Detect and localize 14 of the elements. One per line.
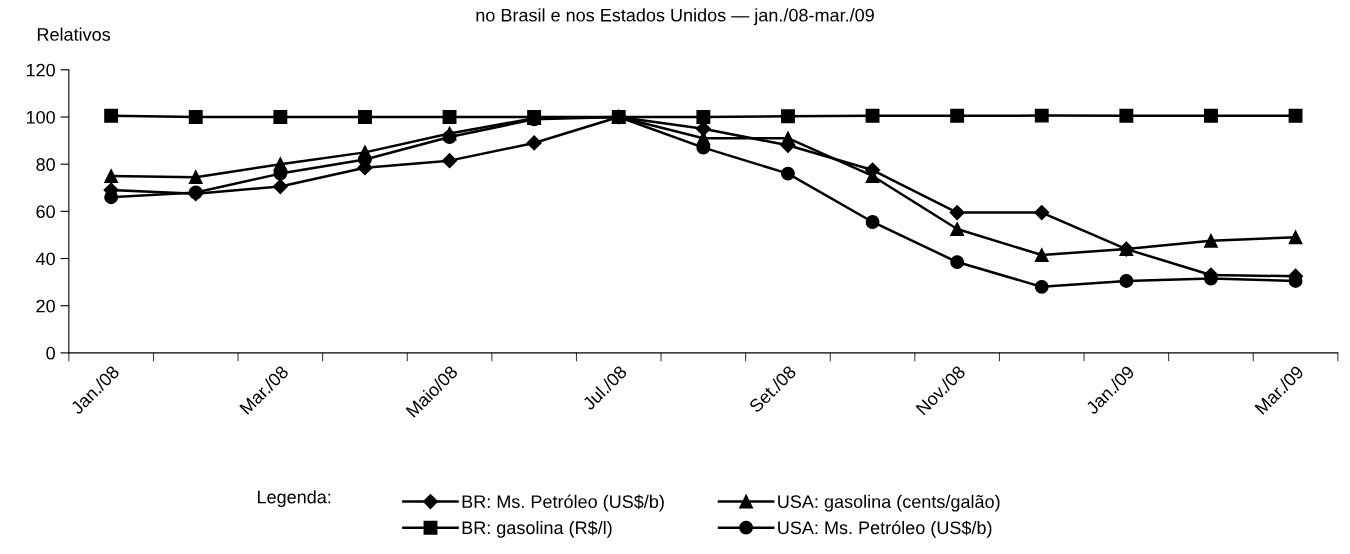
- chart-title: no Brasil e nos Estados Unidos — jan./08-mar./09: [476, 8, 874, 26]
- y-axis-title: Relativos: [37, 27, 111, 41]
- legend-label: USA: gasolina (cents/galão): [778, 494, 1000, 512]
- y-tick-label: 0: [46, 346, 55, 360]
- y-tick-label: 100: [26, 110, 55, 124]
- y-tick-label: 20: [36, 299, 55, 313]
- y-tick-label: 80: [36, 158, 55, 171]
- y-tick-label: 60: [36, 205, 55, 219]
- y-tick-label: 120: [26, 63, 55, 77]
- legend-label: USA: Ms. Petróleo (US$/b): [778, 520, 992, 538]
- y-tick-label: 40: [35, 252, 55, 266]
- legend-title: Legenda:: [257, 490, 331, 508]
- legend-label: BR: gasolina (R$/l): [462, 520, 612, 538]
- legend-label: BR: Ms. Petróleo (US$/b): [462, 494, 664, 512]
